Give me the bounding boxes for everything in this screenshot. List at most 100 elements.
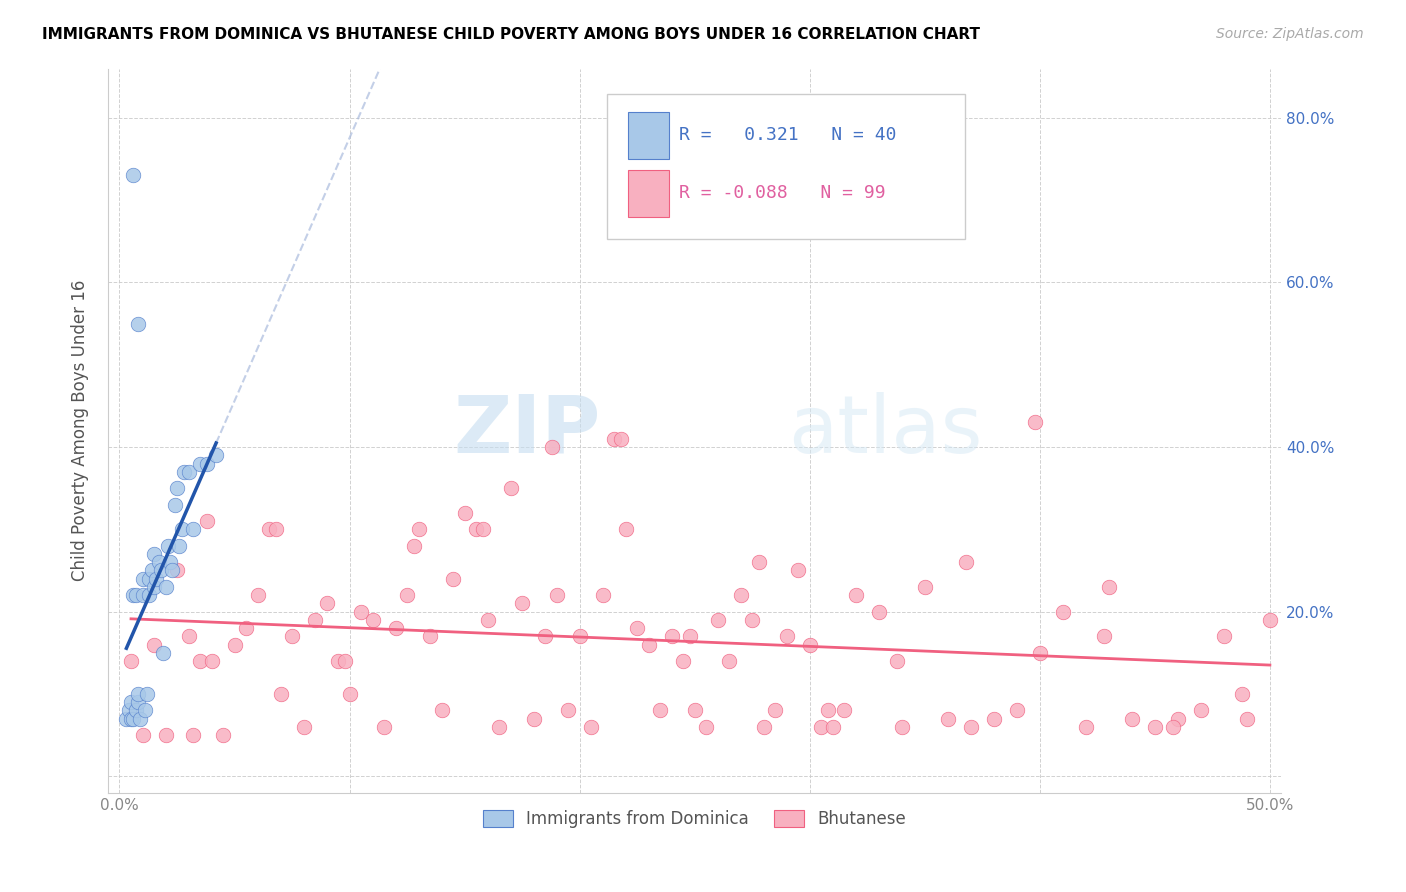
- Point: [315, 596, 337, 610]
- Point: [131, 588, 153, 602]
- Point: [1236, 712, 1258, 726]
- Point: [159, 555, 181, 569]
- Point: [177, 629, 200, 643]
- Point: [1098, 580, 1121, 594]
- Point: [453, 506, 475, 520]
- Point: [821, 720, 844, 734]
- Point: [155, 580, 177, 594]
- Point: [124, 703, 146, 717]
- Point: [170, 522, 193, 536]
- Point: [637, 638, 659, 652]
- Point: [134, 703, 156, 717]
- Point: [683, 703, 706, 717]
- Point: [886, 654, 908, 668]
- Point: [326, 654, 349, 668]
- Point: [396, 588, 419, 602]
- Point: [1161, 720, 1184, 734]
- Point: [246, 588, 269, 602]
- Point: [333, 654, 356, 668]
- Point: [868, 605, 890, 619]
- Point: [672, 654, 695, 668]
- Point: [1232, 687, 1254, 701]
- Point: [136, 687, 159, 701]
- Point: [523, 712, 546, 726]
- Point: [914, 580, 936, 594]
- Point: [188, 457, 211, 471]
- Point: [129, 712, 152, 726]
- Point: [890, 720, 912, 734]
- Point: [408, 522, 430, 536]
- Point: [1121, 712, 1143, 726]
- Point: [120, 654, 142, 668]
- Point: [472, 522, 495, 536]
- Point: [1189, 703, 1212, 717]
- Point: [350, 605, 373, 619]
- Point: [441, 572, 464, 586]
- Point: [162, 564, 184, 578]
- Text: IMMIGRANTS FROM DOMINICA VS BHUTANESE CHILD POVERTY AMONG BOYS UNDER 16 CORRELAT: IMMIGRANTS FROM DOMINICA VS BHUTANESE CH…: [42, 27, 980, 42]
- Bar: [628, 169, 669, 217]
- Point: [541, 440, 564, 454]
- Point: [131, 572, 153, 586]
- Point: [810, 720, 832, 734]
- Point: [145, 572, 167, 586]
- Point: [148, 555, 170, 569]
- Point: [1167, 712, 1189, 726]
- Point: [339, 687, 361, 701]
- Point: [384, 621, 406, 635]
- Point: [292, 720, 315, 734]
- Point: [120, 712, 142, 726]
- FancyBboxPatch shape: [606, 94, 965, 239]
- Point: [195, 514, 218, 528]
- Point: [650, 703, 672, 717]
- Point: [763, 703, 786, 717]
- Point: [166, 481, 188, 495]
- Point: [419, 629, 441, 643]
- Point: [1143, 720, 1166, 734]
- Point: [1212, 629, 1234, 643]
- Point: [127, 317, 149, 331]
- Point: [169, 539, 191, 553]
- Point: [626, 621, 648, 635]
- Point: [177, 465, 200, 479]
- Point: [845, 588, 868, 602]
- Point: [181, 522, 204, 536]
- Point: [661, 629, 683, 643]
- Text: ZIP: ZIP: [454, 392, 600, 469]
- Point: [270, 687, 292, 701]
- Point: [127, 687, 149, 701]
- Point: [205, 448, 228, 462]
- Point: [181, 728, 204, 742]
- Point: [200, 654, 222, 668]
- Point: [534, 629, 557, 643]
- Point: [1258, 613, 1281, 627]
- Point: [488, 720, 510, 734]
- Point: [166, 564, 188, 578]
- Point: [706, 613, 728, 627]
- Point: [592, 588, 614, 602]
- Point: [741, 613, 763, 627]
- Point: [122, 588, 145, 602]
- Point: [195, 457, 218, 471]
- Point: [477, 613, 499, 627]
- Point: [695, 720, 717, 734]
- Point: [1052, 605, 1074, 619]
- Point: [1024, 415, 1046, 429]
- Point: [718, 654, 741, 668]
- Point: [143, 580, 166, 594]
- Point: [1074, 720, 1097, 734]
- Point: [120, 695, 142, 709]
- Point: [1029, 646, 1052, 660]
- Point: [304, 613, 326, 627]
- Point: [936, 712, 959, 726]
- Point: [568, 629, 591, 643]
- Text: atlas: atlas: [789, 392, 983, 469]
- Point: [127, 695, 149, 709]
- Point: [224, 638, 246, 652]
- Point: [122, 169, 145, 183]
- Point: [118, 703, 141, 717]
- Point: [361, 613, 384, 627]
- Point: [499, 481, 522, 495]
- Point: [122, 712, 145, 726]
- Point: [235, 621, 257, 635]
